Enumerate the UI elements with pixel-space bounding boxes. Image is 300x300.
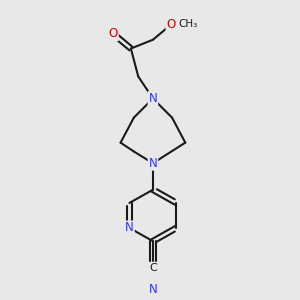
- Text: N: N: [148, 157, 157, 170]
- Text: O: O: [109, 27, 118, 40]
- Text: O: O: [167, 19, 176, 32]
- Text: C: C: [149, 262, 157, 273]
- Text: CH₃: CH₃: [179, 20, 198, 29]
- Text: N: N: [125, 221, 134, 234]
- Text: N: N: [148, 92, 157, 105]
- Text: N: N: [148, 283, 157, 296]
